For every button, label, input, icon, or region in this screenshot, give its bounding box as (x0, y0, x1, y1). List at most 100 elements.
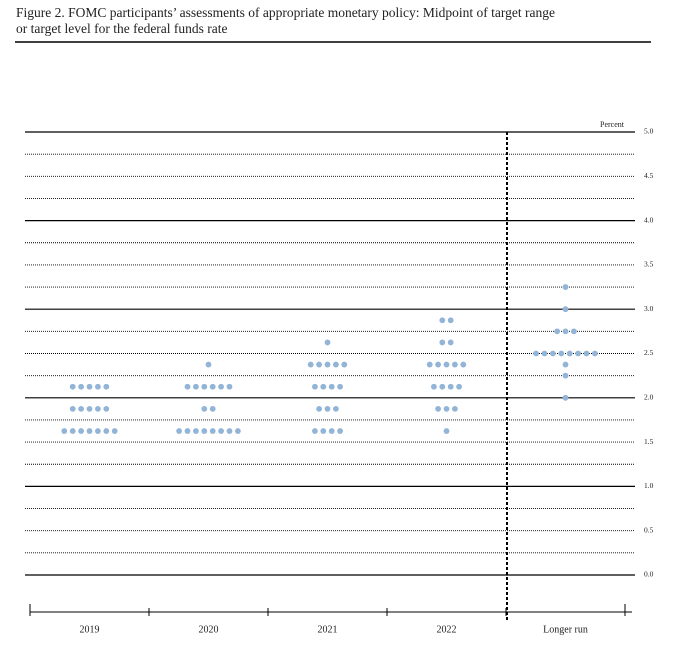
dot (341, 361, 348, 368)
y-axis-label: Percent (600, 120, 625, 129)
y-tick-label: 2.0 (644, 393, 654, 402)
dot (86, 383, 93, 390)
dot (86, 405, 93, 412)
dot (69, 428, 76, 434)
y-tick-label: 0.0 (644, 570, 654, 579)
dot (78, 383, 84, 390)
dot (337, 428, 343, 434)
dot (447, 383, 454, 390)
dot (209, 383, 216, 390)
dot (78, 405, 84, 412)
dot (435, 405, 441, 412)
dot (78, 428, 84, 434)
dot (452, 405, 458, 412)
dot (452, 361, 458, 368)
dot (201, 383, 208, 390)
dot (69, 383, 76, 390)
dot (184, 428, 191, 434)
dot (218, 428, 225, 434)
dot (562, 372, 569, 379)
dot (176, 428, 183, 434)
dot (443, 428, 450, 434)
dot (583, 350, 590, 357)
y-tick-label: 5.0 (644, 127, 654, 136)
dot (61, 428, 68, 434)
y-tick-label: 3.0 (644, 304, 654, 313)
dot (218, 383, 225, 390)
dot (328, 383, 335, 390)
dot (201, 405, 208, 412)
x-tick-label: 2021 (318, 624, 338, 635)
dot (111, 428, 118, 434)
dot (533, 350, 539, 357)
dot (443, 405, 450, 412)
y-tick-label: 1.0 (644, 481, 654, 490)
dot (324, 339, 331, 346)
dot (337, 383, 343, 390)
chart-subtitle: or target level for the federal funds ra… (16, 21, 228, 36)
dot (333, 361, 339, 368)
dot (443, 361, 450, 368)
dot (316, 361, 322, 368)
dot (554, 328, 560, 335)
dot (566, 350, 573, 357)
dot (447, 339, 454, 346)
dot (69, 405, 76, 412)
dot (439, 339, 446, 346)
dot (333, 405, 339, 412)
chart-title: Figure 2. FOMC participants’ assessments… (16, 5, 555, 20)
dot (435, 361, 441, 368)
y-tick-label: 4.5 (644, 171, 654, 180)
dot (328, 428, 335, 434)
dot (439, 317, 446, 324)
dot (439, 383, 446, 390)
dot (312, 428, 318, 434)
dot (86, 428, 93, 434)
y-tick-label: 1.5 (644, 437, 654, 446)
dot (95, 383, 101, 390)
dot (103, 428, 110, 434)
dot (324, 405, 331, 412)
dot (562, 306, 569, 313)
dot (558, 350, 565, 357)
dot (209, 428, 216, 434)
dot (201, 428, 208, 434)
dot (456, 383, 462, 390)
x-tick-label: 2020 (199, 624, 219, 635)
dot (193, 383, 199, 390)
dot (571, 328, 577, 335)
dot (226, 383, 233, 390)
dot (592, 350, 598, 357)
dot (103, 383, 110, 390)
dot (95, 405, 101, 412)
y-tick-label: 3.5 (644, 260, 654, 269)
x-tick-label: Longer run (543, 624, 588, 635)
dot (426, 361, 433, 368)
dot (193, 428, 199, 434)
dot (312, 383, 318, 390)
dot (320, 428, 327, 434)
x-tick-label: 2022 (437, 624, 457, 635)
dot (103, 405, 110, 412)
dot (316, 405, 322, 412)
y-tick-label: 0.5 (644, 525, 654, 534)
dot (320, 383, 327, 390)
dot (562, 284, 569, 290)
dot (541, 350, 548, 357)
y-tick-label: 4.0 (644, 215, 654, 224)
y-tick-label: 2.5 (644, 348, 654, 357)
dot (184, 383, 191, 390)
dot (460, 361, 467, 368)
dot (205, 361, 212, 368)
dot (235, 428, 241, 434)
x-tick-label: 2019 (80, 624, 100, 635)
dot (226, 428, 233, 434)
dot (447, 317, 454, 324)
dot (209, 405, 216, 412)
dot (562, 328, 569, 335)
dot (550, 350, 556, 357)
dot (95, 428, 101, 434)
dot (575, 350, 581, 357)
